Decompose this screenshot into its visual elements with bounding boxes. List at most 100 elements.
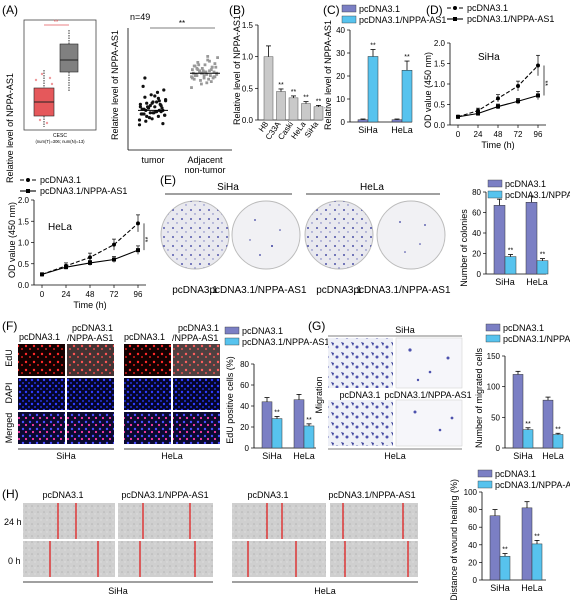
g-img-1 [328, 338, 393, 388]
d2-xlabel: Time (h) [73, 300, 106, 310]
c-ytick-label: 10 [336, 95, 345, 104]
b-sig: ** [291, 89, 297, 96]
e-cond-2: pcDNA3.1/NPPA-AS1 [209, 285, 307, 296]
b-bar-H8 [263, 56, 274, 121]
d2-legend-label: pcDNA3.1 [40, 175, 81, 185]
b-ytick-label: 1.0 [242, 53, 254, 62]
panel-h-ylabel: Distance of wound healing (%) [449, 479, 459, 600]
scatter-point-adjacent [211, 76, 215, 80]
d2-point-nppa [40, 272, 44, 277]
b-bar-C33A [276, 91, 286, 121]
c-bar-ctrl-SiHa [357, 119, 369, 123]
e-xtick-label: SiHa [495, 277, 515, 287]
d-point-ctrl [536, 63, 540, 68]
e-cell-siha: SiHa [217, 182, 239, 193]
scatter-point-tumor [162, 88, 166, 92]
d2-ytick-label: 0.0 [18, 281, 30, 290]
g-sig: ** [555, 426, 561, 433]
scatter-point-tumor [155, 90, 160, 94]
scatter-point-tumor [158, 102, 162, 106]
panel-d2-ylabel: OD value (450 nm) [7, 202, 17, 278]
scatter-point-tumor [153, 94, 157, 98]
scatter-point-adjacent [212, 70, 216, 74]
d-xlabel: Time (h) [481, 140, 514, 150]
e-cond-4: pcDNA3.1/NPPA-AS1 [353, 285, 451, 296]
g-bar-nppa-SiHa [522, 429, 534, 449]
scatter-point-tumor [143, 76, 147, 80]
scatter-point-tumor [156, 114, 160, 118]
f-ytick-label: 0 [245, 444, 250, 453]
panel-label-d: (D) [426, 3, 443, 17]
e-xtick-label: HeLa [526, 277, 548, 287]
b-ytick-label: 0.5 [242, 84, 254, 93]
h-xtick-label: HeLa [521, 583, 543, 593]
d2-ytick-label: 0.5 [18, 260, 30, 269]
scatter-point-tumor [150, 101, 154, 105]
scatter-adjacent [190, 55, 220, 89]
f-hdr-3: pcDNA3.1 [124, 332, 165, 342]
e-ytick-label: 20 [472, 250, 481, 259]
h-bar-ctrl-HeLa [521, 507, 533, 581]
g-side-label: Migration [314, 376, 324, 413]
f-row-edu: EdU [4, 349, 14, 367]
panel-f-ylabel: EdU positive cells (%) [225, 356, 235, 444]
scatter-point-adjacent [198, 69, 201, 73]
f-cell-siha: SiHa [56, 451, 76, 461]
gepia-caption2: (num(T)=306; num(N)=13) [35, 139, 85, 144]
h-ytick-label: 40 [468, 541, 477, 550]
panel-e-plates: SiHa HeLa pcDNA3.1 pcDNA3.1/NPPA-AS1 pcD… [160, 182, 451, 296]
scatter-point-adjacent [216, 56, 219, 59]
f-sig: ** [274, 410, 280, 417]
legend-h: pcDNA3.1 pcDNA3.1/NPPA-AS1 [477, 469, 570, 490]
d-sig: ** [541, 81, 548, 87]
f-xtick-label: SiHa [262, 451, 282, 461]
d2-xtick-label: 96 [134, 290, 143, 299]
scatter-point-tumor [141, 84, 145, 88]
legend-c-nppa: pcDNA3.1/NPPA-AS1 [359, 15, 446, 25]
e-ytick-label: 80 [472, 188, 481, 197]
chart-d2: 0.0 0.5 1.0 1.5 2.0 0 24 48 72 96 Time (h) ** [18, 196, 148, 310]
g-img-3 [328, 400, 393, 446]
scatter-point-adjacent [213, 62, 217, 65]
c-xtick-label: SiHa [358, 125, 378, 135]
scatter-point-tumor [137, 118, 142, 122]
scatter-point-adjacent [209, 68, 213, 71]
f-bar-ctrl-HeLa [293, 399, 305, 449]
legend-e-nppa: pcDNA3.1/NPPA-AS1 [505, 190, 570, 200]
f-sig: ** [306, 417, 312, 424]
f-row-dapi: DAPI [4, 382, 14, 403]
d2-point-ctrl [88, 255, 92, 260]
scatter-point-tumor [143, 95, 147, 99]
panel-a: Relative level of NPPA-AS1 ** CESC (num(… [5, 12, 232, 183]
d-ytick-label: 1.0 [434, 80, 446, 89]
h-sig: ** [534, 533, 540, 540]
panel-g-images: SiHa pcDNA3.1 pcDNA3.1/NPPA-AS1 Migratio… [314, 325, 472, 461]
d-xtick-label: 48 [494, 130, 503, 139]
g-ytick-label: 0 [496, 444, 501, 453]
chart-h: 0 20 40 60 80 100 ** SiHa ** HeLa [464, 488, 546, 593]
c-xtick-label: HeLa [391, 125, 413, 135]
h-cond-1: pcDNA3.1 [42, 490, 83, 500]
e-cond-3: pcDNA3.1 [316, 285, 362, 296]
scatter-point-tumor [145, 114, 149, 118]
plate-hela-nppa [376, 200, 446, 270]
scatter-point-adjacent [193, 74, 197, 77]
h-time-24: 24 h [4, 517, 22, 527]
scatter-point-adjacent [206, 55, 210, 58]
scatter-point-adjacent [202, 74, 206, 77]
e-bar-nppa-HeLa [536, 260, 549, 275]
f-ytick-label: 60 [240, 381, 249, 390]
scatter-point-tumor [138, 105, 142, 109]
e-ytick-label: 60 [472, 209, 481, 218]
h-cond-4: pcDNA3.1/NPPA-AS1 [328, 490, 415, 500]
scatter-point-adjacent [190, 86, 193, 89]
scatter-point-tumor [148, 111, 152, 115]
legend-h-ctrl: pcDNA3.1 [495, 469, 536, 479]
f-cell-hela: HeLa [161, 451, 183, 461]
scatter-point-adjacent [208, 59, 211, 63]
f-bar-ctrl-SiHa [261, 401, 273, 449]
d-xtick-label: 24 [474, 130, 483, 139]
scatter-point-tumor [164, 99, 168, 103]
d-point-nppa [536, 93, 540, 98]
